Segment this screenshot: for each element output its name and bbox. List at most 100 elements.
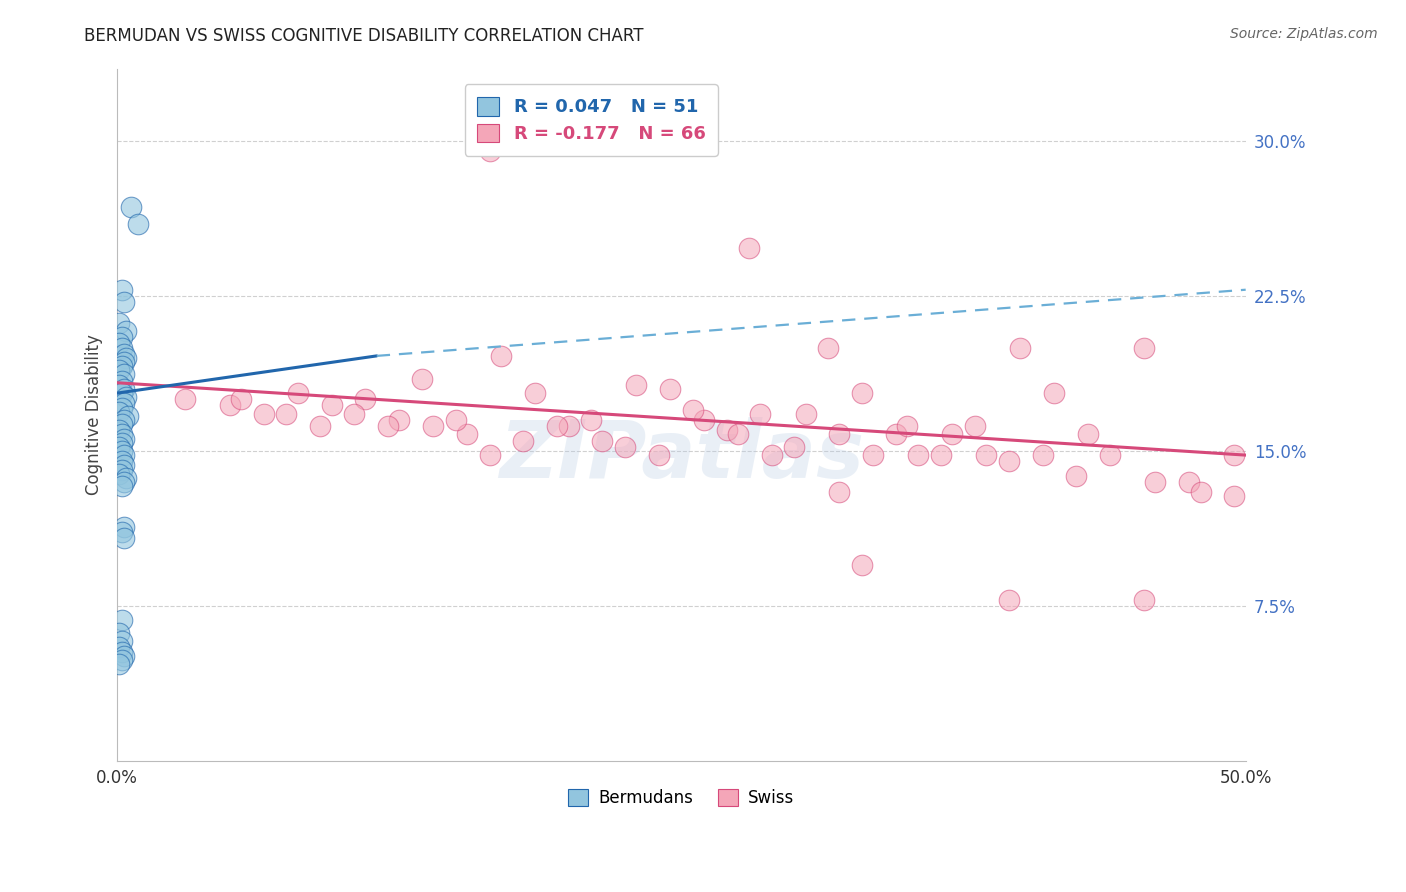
Point (1043, 386, 1066, 401)
Point (112, 396, 135, 410)
Point (343, 407, 366, 421)
Point (907, 448, 929, 462)
Point (111, 341, 134, 355)
Point (929, 448, 952, 462)
Point (783, 440, 806, 454)
Point (997, 592, 1019, 607)
Point (115, 351, 138, 365)
Point (693, 413, 716, 427)
Point (761, 448, 783, 462)
Point (817, 341, 839, 355)
Point (1077, 427, 1099, 442)
Point (287, 386, 309, 401)
Point (112, 531, 135, 545)
Point (276, 407, 298, 421)
Point (851, 386, 873, 401)
Point (112, 520, 135, 534)
Point (546, 419, 568, 434)
Point (111, 427, 134, 442)
Point (108, 467, 131, 481)
Point (851, 558, 873, 572)
Point (108, 440, 131, 454)
Point (828, 427, 851, 442)
Point (117, 409, 139, 423)
Point (828, 485, 851, 500)
Y-axis label: Cognitive Disability: Cognitive Disability (86, 334, 103, 495)
Point (111, 386, 134, 401)
Point (111, 401, 134, 415)
Point (884, 427, 907, 442)
Point (411, 371, 433, 385)
Point (591, 434, 613, 448)
Point (111, 479, 134, 493)
Point (1189, 485, 1212, 500)
Point (478, 145, 501, 159)
Point (422, 419, 444, 434)
Point (112, 355, 135, 369)
Point (309, 419, 332, 434)
Text: ZIPatlas: ZIPatlas (499, 417, 863, 495)
Text: Source: ZipAtlas.com: Source: ZipAtlas.com (1230, 27, 1378, 41)
Point (614, 440, 637, 454)
Point (112, 475, 135, 489)
Point (716, 423, 738, 437)
Point (112, 368, 135, 382)
Point (112, 295, 135, 310)
Point (112, 648, 135, 663)
Point (523, 386, 546, 401)
Point (749, 407, 772, 421)
Point (659, 382, 682, 396)
Point (111, 444, 134, 458)
Point (111, 524, 134, 539)
Point (997, 454, 1019, 468)
Point (1144, 475, 1167, 489)
Point (108, 405, 131, 419)
Point (108, 657, 131, 671)
Point (112, 347, 135, 361)
Point (1133, 592, 1156, 607)
Point (626, 377, 648, 392)
Point (444, 413, 467, 427)
Point (108, 423, 131, 437)
Point (388, 413, 411, 427)
Point (1099, 448, 1122, 462)
Point (111, 634, 134, 648)
Point (112, 458, 135, 473)
Point (111, 283, 134, 297)
Point (111, 374, 134, 388)
Point (253, 407, 276, 421)
Point (974, 448, 997, 462)
Point (115, 390, 138, 404)
Point (111, 359, 134, 374)
Point (111, 644, 134, 658)
Point (112, 448, 135, 462)
Point (896, 419, 918, 434)
Point (108, 626, 131, 640)
Point (377, 419, 399, 434)
Point (111, 462, 134, 476)
Legend: Bermudans, Swiss: Bermudans, Swiss (560, 780, 803, 815)
Point (111, 653, 134, 667)
Point (231, 392, 253, 407)
Point (108, 377, 131, 392)
Point (1223, 448, 1246, 462)
Point (1178, 475, 1201, 489)
Point (1066, 468, 1088, 483)
Point (120, 200, 142, 214)
Point (111, 435, 134, 450)
Point (111, 454, 134, 468)
Point (794, 407, 817, 421)
Point (111, 330, 134, 344)
Point (963, 419, 986, 434)
Point (111, 417, 134, 431)
Point (108, 336, 131, 351)
Point (321, 399, 343, 413)
Text: BERMUDAN VS SWISS COGNITIVE DISABILITY CORRELATION CHART: BERMUDAN VS SWISS COGNITIVE DISABILITY C… (84, 27, 644, 45)
Point (456, 427, 478, 442)
Point (1008, 341, 1031, 355)
Point (1223, 490, 1246, 504)
Point (489, 349, 512, 363)
Point (112, 382, 135, 396)
Point (941, 427, 963, 442)
Point (1133, 341, 1156, 355)
